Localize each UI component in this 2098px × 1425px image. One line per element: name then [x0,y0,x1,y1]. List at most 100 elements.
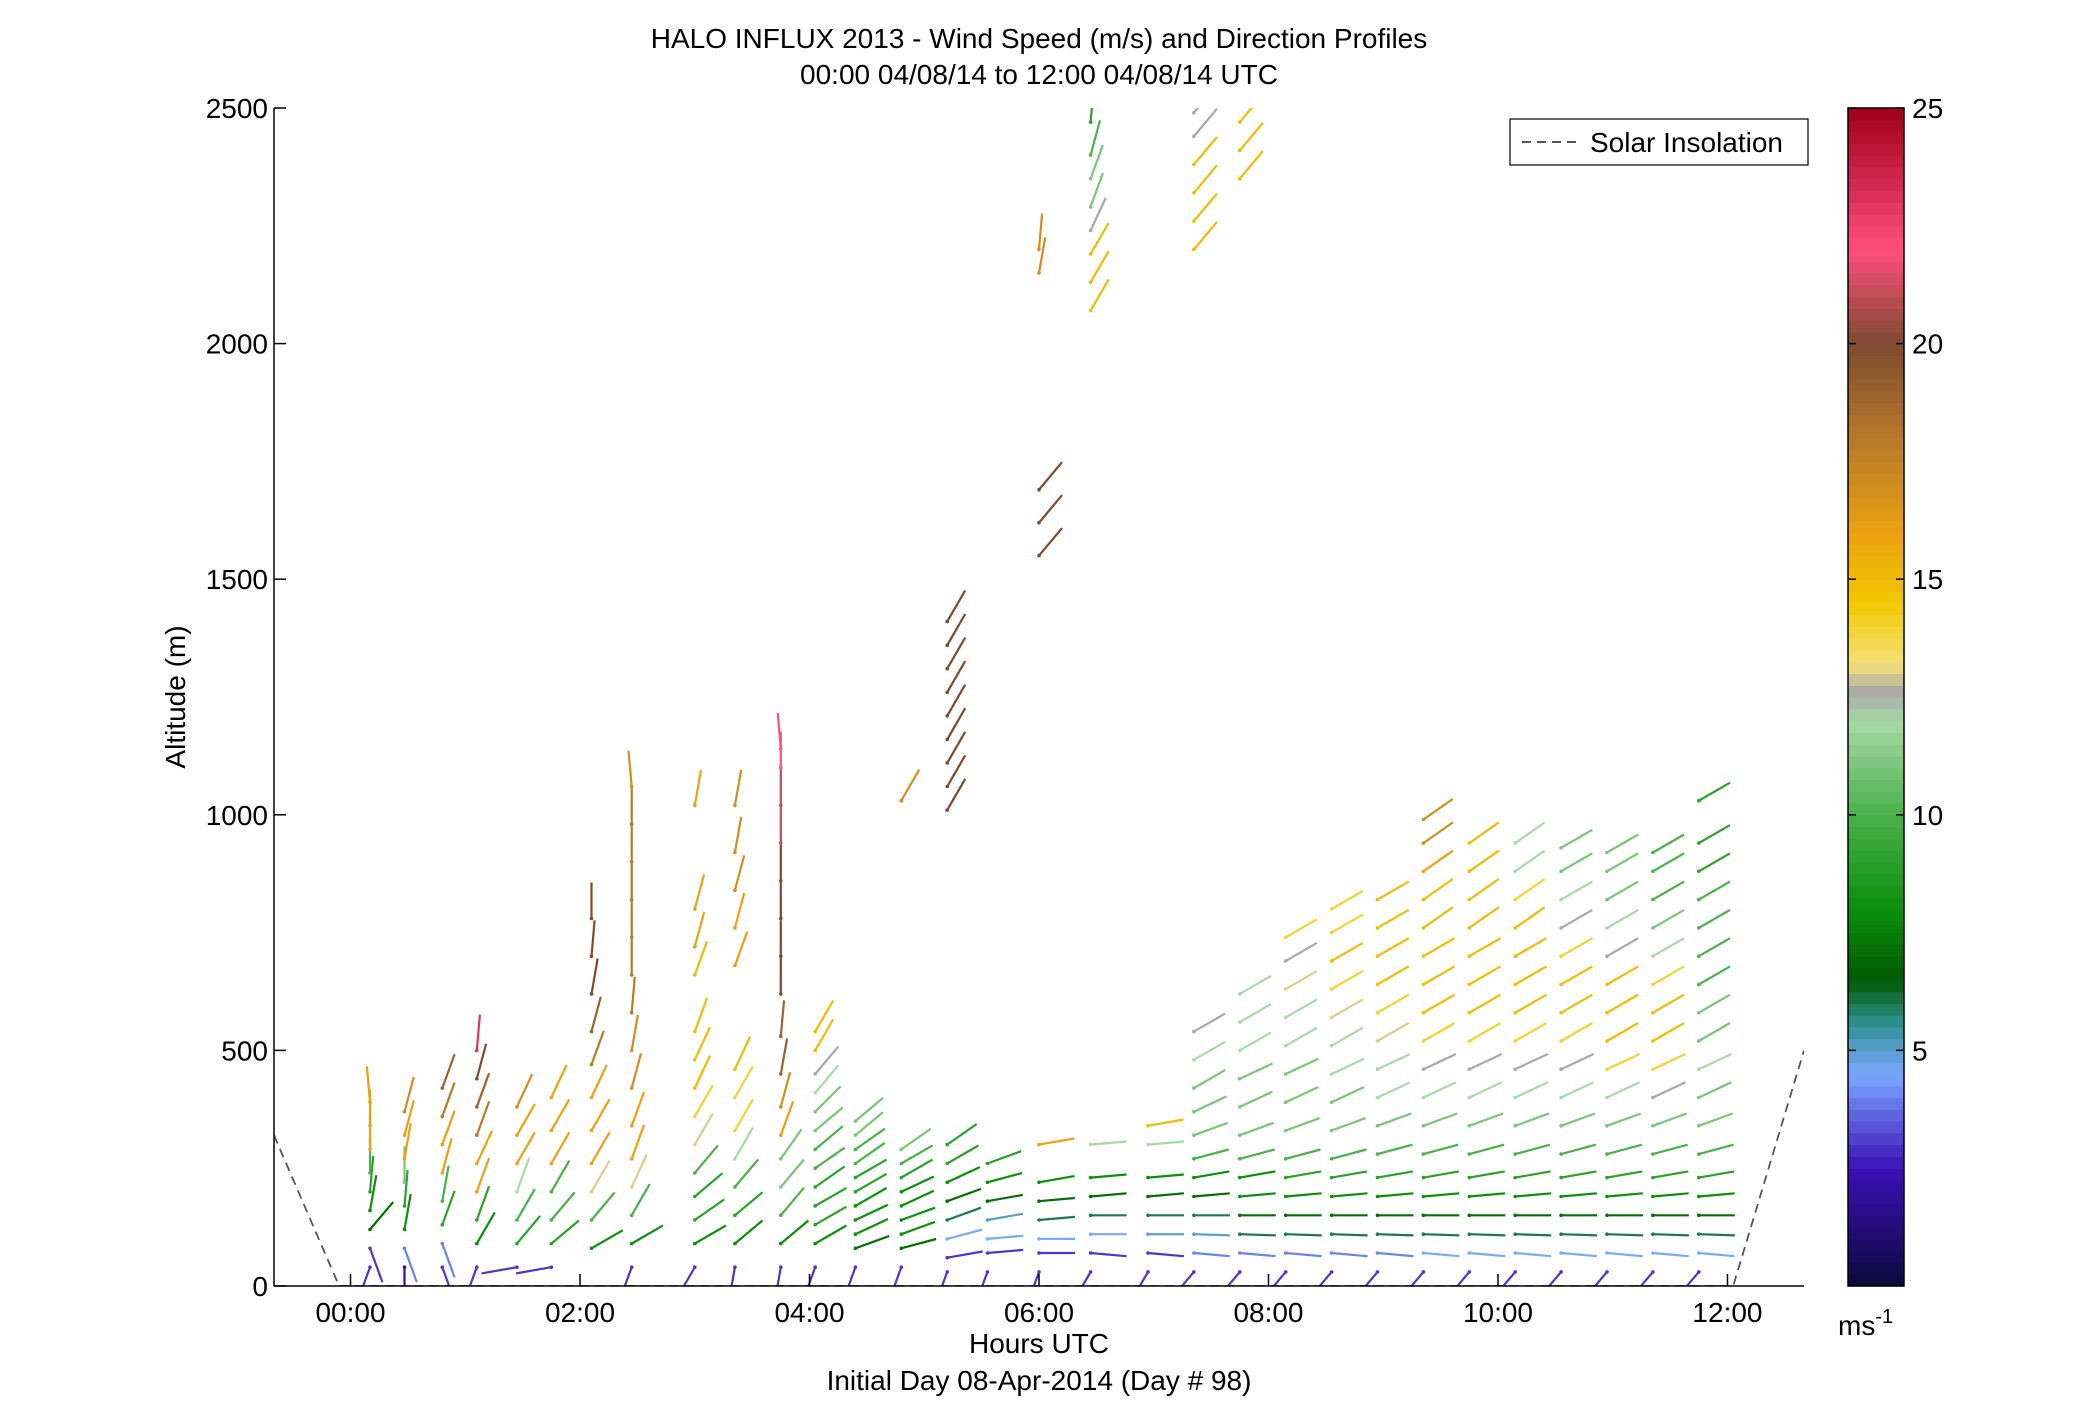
wind-barb-base [1238,1175,1242,1180]
wind-barb-base [1651,1194,1655,1199]
wind-barb [854,1127,886,1151]
wind-barb [1652,852,1685,873]
wind-barb-base [1238,1232,1242,1236]
wind-barb [1698,1022,1731,1042]
wind-barb [1193,1012,1226,1033]
wind-barb [1468,821,1500,845]
wind-barb [730,1267,736,1286]
wind-barb [1089,172,1104,208]
wind-barb-base [1697,1270,1701,1274]
wind-barb [1514,1143,1551,1156]
wind-barb-base [589,1218,594,1222]
wind-barb [694,1198,725,1221]
wind-barb [1376,1022,1410,1042]
wind-barb-base [1238,1157,1242,1161]
wind-barb [1652,1170,1689,1179]
wind-barb [779,1186,805,1217]
wind-barb-base [693,1241,697,1246]
wind-barb-base [1467,1095,1472,1100]
wind-barb-base [813,1091,817,1095]
wind-barb-base [693,1194,697,1199]
wind-barb-base [693,1265,697,1269]
wind-barb-base [1146,1194,1150,1199]
wind-barb [693,1026,711,1061]
colorbar-band [1848,225,1904,239]
wind-barb-base [1651,1175,1655,1180]
wind-barb-base [1421,1010,1426,1015]
colorbar-band [1848,861,1904,875]
wind-barb-base [899,1246,904,1251]
wind-barb [779,1158,805,1188]
wind-barb-base [733,1128,737,1133]
wind-barb-base [1605,954,1609,958]
wind-barb-base [1192,134,1196,139]
colorbar-unit: ms-1 [1838,1306,1893,1341]
wind-barb [515,1188,536,1221]
wind-barb-base [1088,1213,1093,1218]
wind-barb-base [1088,280,1093,285]
wind-barb [1147,1251,1184,1258]
wind-barb [1515,1233,1552,1237]
wind-barb-base [475,1076,479,1081]
colorbar-band [1848,1097,1904,1110]
wind-barb-base [1375,1124,1380,1128]
wind-barb [1239,974,1272,995]
colorbar-band [1848,308,1904,321]
wind-barb [1468,965,1502,986]
wind-barb [403,1247,418,1283]
wind-barb-base [945,1255,949,1260]
colorbar-band [1848,661,1904,675]
wind-barb [1422,906,1454,929]
wind-barb [1285,998,1318,1019]
wind-barb [1606,1022,1639,1042]
wind-barb-base [1329,1251,1334,1255]
wind-barb-base [1421,817,1426,822]
wind-barb [1468,993,1502,1014]
wind-barb [1285,1148,1321,1160]
wind-barb-base [1559,926,1563,930]
wind-barb [946,731,967,764]
wind-barb-base [629,935,634,940]
wind-barb [1514,906,1546,929]
wind-barb-base [629,1086,634,1090]
wind-barb-base [1375,982,1380,987]
colorbar-band [1848,1191,1904,1205]
wind-barb [1422,878,1454,901]
wind-barb-base [1238,1270,1242,1274]
wind-barb [693,940,709,976]
colorbar-band [1848,1227,1904,1240]
colorbar-band [1848,791,1904,804]
wind-barb-base [1697,1095,1701,1100]
wind-barb [550,1191,576,1221]
wind-barb [1377,1192,1414,1198]
wind-barb-base [1037,247,1041,252]
wind-barb-base [813,1147,817,1152]
wind-barb-base [733,1265,737,1269]
colorbar-band [1848,166,1904,180]
wind-barb-base [475,1218,479,1222]
wind-barb-base [1283,1232,1288,1236]
wind-barb-base [1375,1270,1380,1274]
wind-barb-base [813,1166,817,1170]
wind-barb-base [589,1128,594,1133]
wind-barb-base [1559,1010,1563,1015]
wind-barb [1560,908,1593,929]
wind-barb-base [402,1133,407,1137]
wind-barb-base [1192,1086,1196,1090]
wind-barb [779,1000,786,1037]
wind-barb [900,1144,934,1165]
colorbar-band [1848,543,1904,557]
wind-barb-base [693,1029,697,1034]
wind-barb-base [693,944,697,949]
wind-barb-base [1605,1095,1609,1100]
colorbar-band [1848,1073,1904,1087]
wind-barb [814,1085,842,1113]
wind-barb-base [1467,897,1472,902]
wind-barb-base [899,798,904,803]
colorbar-band [1848,190,1904,203]
wind-barb [1037,237,1047,274]
wind-barb [630,1124,646,1160]
colorbar-band [1848,1262,1904,1275]
chart-subtitle: 00:00 04/08/14 to 12:00 04/08/14 UTC [800,59,1278,90]
wind-barb [630,1153,648,1188]
